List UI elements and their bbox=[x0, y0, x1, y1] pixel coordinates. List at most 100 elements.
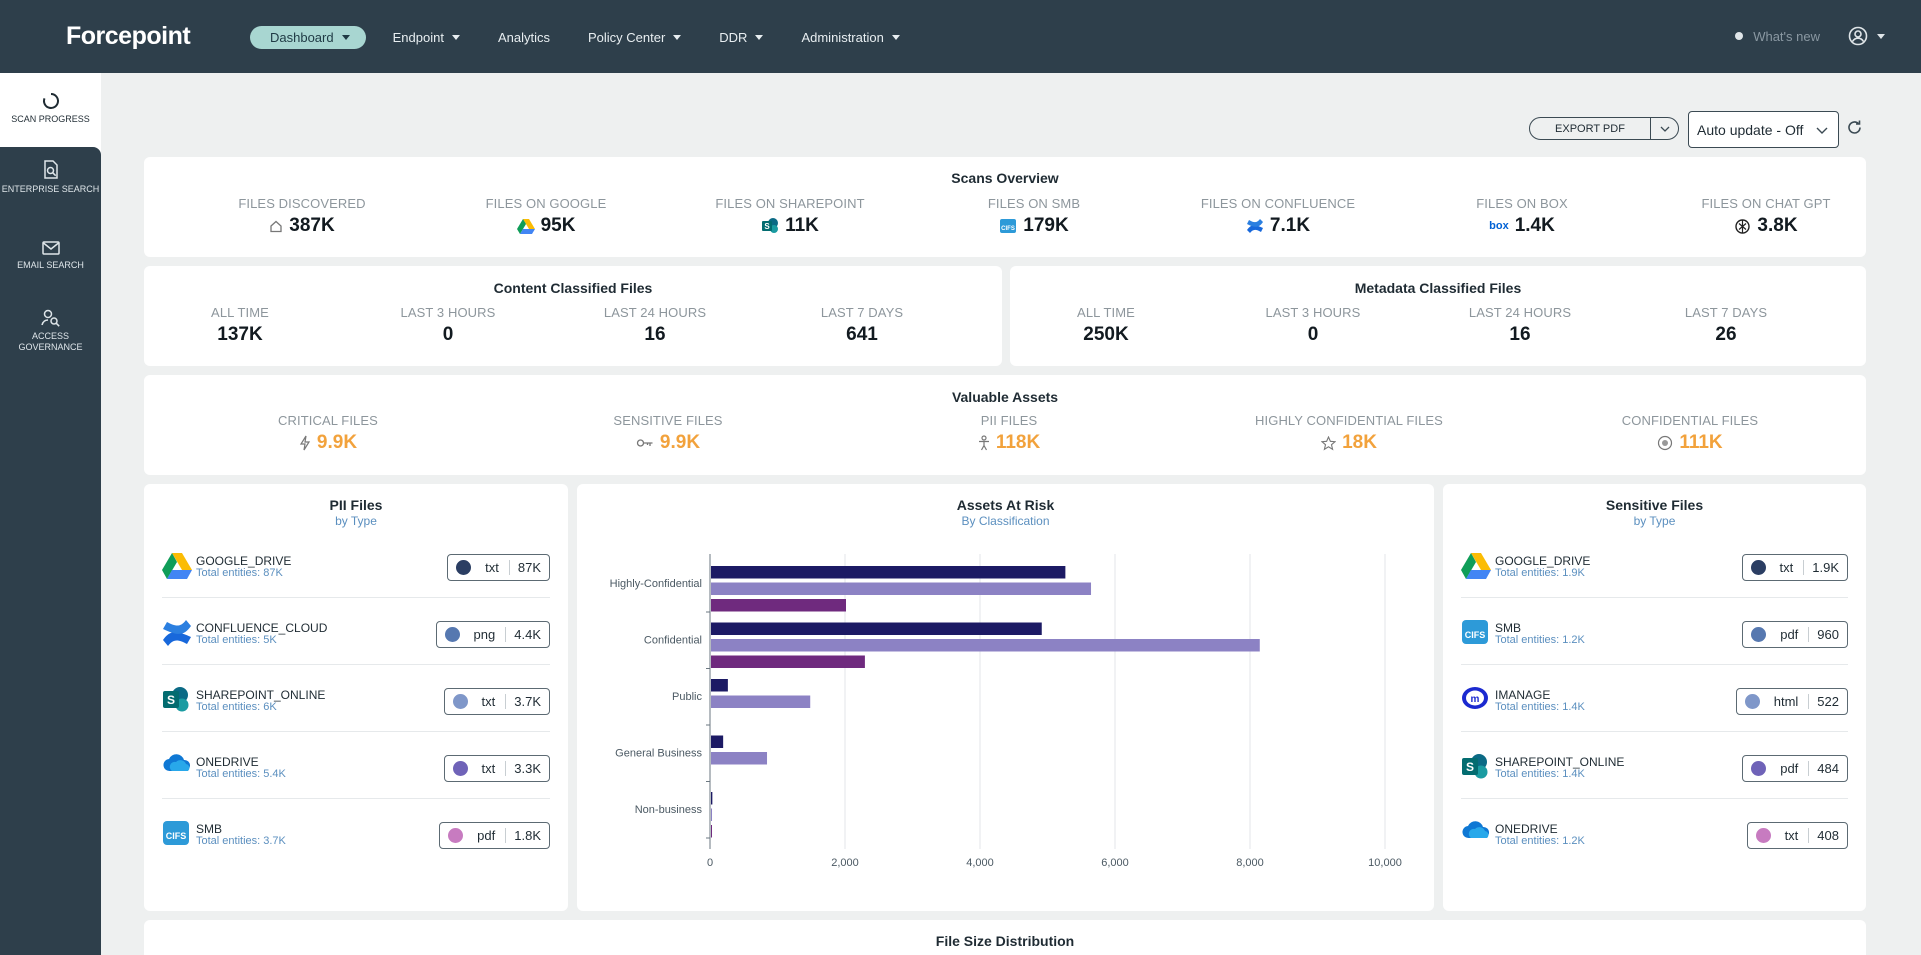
stat-highly-confidential-files[interactable]: HIGHLY CONFIDENTIAL FILES 18K bbox=[1239, 413, 1459, 454]
confluence-icon bbox=[1246, 218, 1264, 234]
list-item[interactable]: GOOGLE_DRIVE Total entities: 1.9K txt 1.9K bbox=[1461, 530, 1848, 598]
bar[interactable] bbox=[711, 735, 724, 749]
home-icon bbox=[269, 219, 283, 233]
chevron-down-icon bbox=[341, 35, 350, 40]
svg-text:m: m bbox=[1471, 694, 1480, 705]
bar[interactable] bbox=[711, 808, 713, 822]
stat-last-3-hours[interactable]: LAST 3 HOURS 0 bbox=[1203, 305, 1423, 346]
list-item[interactable]: CIFS SMB Total entities: 1.2K pdf 960 bbox=[1461, 597, 1848, 665]
stat-value: 9.9K bbox=[659, 432, 701, 453]
stat-sensitive-files[interactable]: SENSITIVE FILES 9.9K bbox=[558, 413, 778, 454]
stat-last-7-days[interactable]: LAST 7 DAYS 26 bbox=[1616, 305, 1836, 346]
list-item[interactable]: ONEDRIVE Total entities: 1.2K txt 408 bbox=[1461, 798, 1848, 866]
stat-files-on-chat-gpt[interactable]: FILES ON CHAT GPT 3.8K bbox=[1656, 196, 1876, 237]
forcepoint-logo[interactable]: Forcepoint bbox=[66, 22, 191, 50]
file-count: 3.3K bbox=[505, 761, 541, 776]
file-type-badge[interactable]: txt 3.7K bbox=[443, 688, 550, 715]
auto-update-select[interactable]: Auto update - Off bbox=[1688, 111, 1839, 148]
sidebar-item-enterprise-search[interactable]: ENTERPRISE SEARCH bbox=[0, 160, 101, 195]
nav-endpoint[interactable]: Endpoint bbox=[393, 30, 460, 45]
file-count: 522 bbox=[1808, 694, 1839, 709]
bar[interactable] bbox=[711, 622, 1042, 636]
sidebar-item-email-search[interactable]: EMAIL SEARCH bbox=[0, 240, 101, 271]
nav-ddr[interactable]: DDR bbox=[719, 30, 764, 45]
lightning-icon bbox=[299, 435, 311, 451]
nav-analytics[interactable]: Analytics bbox=[498, 30, 550, 45]
y-category-label: Public bbox=[672, 691, 702, 703]
stat-last-7-days[interactable]: LAST 7 DAYS 641 bbox=[752, 305, 972, 346]
file-type-badge[interactable]: png 4.4K bbox=[435, 621, 550, 648]
file-type-badge[interactable]: txt 87K bbox=[447, 554, 550, 581]
refresh-button[interactable] bbox=[1846, 119, 1863, 141]
stat-last-3-hours[interactable]: LAST 3 HOURS 0 bbox=[338, 305, 558, 346]
bar[interactable] bbox=[711, 752, 768, 765]
list-item[interactable]: GOOGLE_DRIVE Total entities: 87K txt 87K bbox=[162, 530, 550, 598]
file-type-badge[interactable]: pdf 1.8K bbox=[439, 822, 550, 849]
card-title: File Size Distribution bbox=[935, 933, 1075, 949]
stat-critical-files[interactable]: CRITICAL FILES 9.9K bbox=[218, 413, 438, 454]
export-pdf-button[interactable]: EXPORT PDF bbox=[1529, 117, 1679, 140]
nav-policy-center[interactable]: Policy Center bbox=[588, 30, 682, 45]
sidebar-item-scan-progress[interactable]: SCAN PROGRESS bbox=[0, 92, 101, 125]
target-icon bbox=[1657, 435, 1673, 451]
list-item[interactable]: S SHAREPOINT_ONLINE Total entities: 1.4K pd… bbox=[1461, 731, 1848, 799]
stat-pii-files[interactable]: PII FILES 118K bbox=[899, 413, 1119, 454]
file-extension: txt bbox=[1784, 828, 1799, 843]
stat-last-24-hours[interactable]: LAST 24 HOURS 16 bbox=[545, 305, 765, 346]
list-item[interactable]: S SHAREPOINT_ONLINE Total entities: 6K txt 3… bbox=[162, 664, 550, 732]
stat-files-on-confluence[interactable]: FILES ON CONFLUENCE 7.1K bbox=[1168, 196, 1388, 237]
whats-new-link[interactable]: What's new bbox=[1753, 28, 1820, 44]
scans-overview-card: Scans Overview FILES DISCOVERED 387K FIL… bbox=[144, 157, 1866, 257]
total-entities: Total entities: 1.9K bbox=[1495, 567, 1585, 579]
stat-value: 0 bbox=[1307, 324, 1319, 345]
source-name: SHAREPOINT_ONLINE bbox=[1495, 755, 1625, 769]
bar[interactable] bbox=[711, 792, 713, 805]
stat-value: 387K bbox=[289, 215, 335, 236]
stat-label: LAST 24 HOURS bbox=[603, 305, 707, 320]
x-tick-label: 6,000 bbox=[1101, 857, 1129, 869]
nav-administration[interactable]: Administration bbox=[801, 30, 900, 45]
bar[interactable] bbox=[711, 566, 1066, 579]
file-type-badge[interactable]: html 522 bbox=[1735, 688, 1848, 715]
stat-files-on-google[interactable]: FILES ON GOOGLE 95K bbox=[436, 196, 656, 237]
stat-files-on-box[interactable]: FILES ON BOX box 1.4K bbox=[1412, 196, 1632, 237]
stat-label: CRITICAL FILES bbox=[278, 413, 378, 428]
file-type-badge[interactable]: txt 1.9K bbox=[1741, 554, 1848, 581]
file-type-badge[interactable]: txt 3.3K bbox=[443, 755, 550, 782]
file-type-badge[interactable]: pdf 960 bbox=[1742, 621, 1848, 648]
file-type-badge[interactable]: pdf 484 bbox=[1742, 755, 1848, 782]
stat-all-time[interactable]: ALL TIME 250K bbox=[996, 305, 1216, 346]
bar[interactable] bbox=[711, 695, 811, 709]
sharepoint-icon: S bbox=[1461, 753, 1491, 781]
sidebar-dark-panel bbox=[0, 147, 101, 955]
nav-dashboard[interactable]: Dashboard bbox=[250, 26, 366, 49]
bar[interactable] bbox=[711, 679, 728, 692]
stat-all-time[interactable]: ALL TIME 137K bbox=[130, 305, 350, 346]
stat-label: ALL TIME bbox=[211, 305, 269, 320]
list-item[interactable]: ONEDRIVE Total entities: 5.4K txt 3.3K bbox=[162, 731, 550, 799]
list-item[interactable]: CONFLUENCE_CLOUD Total entities: 5K png 4.4… bbox=[162, 597, 550, 665]
stat-files-discovered[interactable]: FILES DISCOVERED 387K bbox=[192, 196, 412, 237]
bar[interactable] bbox=[711, 582, 1092, 596]
sidebar-item-access-governance[interactable]: ACCESS GOVERNANCE bbox=[0, 309, 101, 353]
stat-confidential-files[interactable]: CONFIDENTIAL FILES 111K bbox=[1580, 413, 1800, 454]
card-title: Content Classified Files bbox=[493, 280, 653, 296]
stat-last-24-hours[interactable]: LAST 24 HOURS 16 bbox=[1410, 305, 1630, 346]
smb-icon: CIFS bbox=[999, 218, 1017, 234]
metadata-classified-card: Metadata Classified Files ALL TIME 250K L… bbox=[1010, 266, 1866, 366]
source-name: SHAREPOINT_ONLINE bbox=[196, 688, 326, 702]
file-type-badge[interactable]: txt 408 bbox=[1746, 822, 1848, 849]
bar[interactable] bbox=[711, 825, 712, 838]
list-item[interactable]: CIFS SMB Total entities: 3.7K pdf 1.8K bbox=[162, 798, 550, 866]
user-menu[interactable] bbox=[1848, 26, 1885, 46]
list-item[interactable]: m IMANAGE Total entities: 1.4K html 522 bbox=[1461, 664, 1848, 732]
stat-label: FILES ON SHAREPOINT bbox=[715, 196, 865, 211]
bar[interactable] bbox=[711, 639, 1260, 652]
card-title: PII Files bbox=[329, 497, 383, 513]
stat-files-on-smb[interactable]: FILES ON SMB CIFS 179K bbox=[924, 196, 1144, 237]
stat-files-on-sharepoint[interactable]: FILES ON SHAREPOINT S 11K bbox=[680, 196, 900, 237]
export-dropdown-toggle[interactable] bbox=[1650, 118, 1678, 139]
bar[interactable] bbox=[711, 599, 846, 612]
bar[interactable] bbox=[711, 655, 865, 669]
svg-text:CIFS: CIFS bbox=[1001, 226, 1015, 232]
